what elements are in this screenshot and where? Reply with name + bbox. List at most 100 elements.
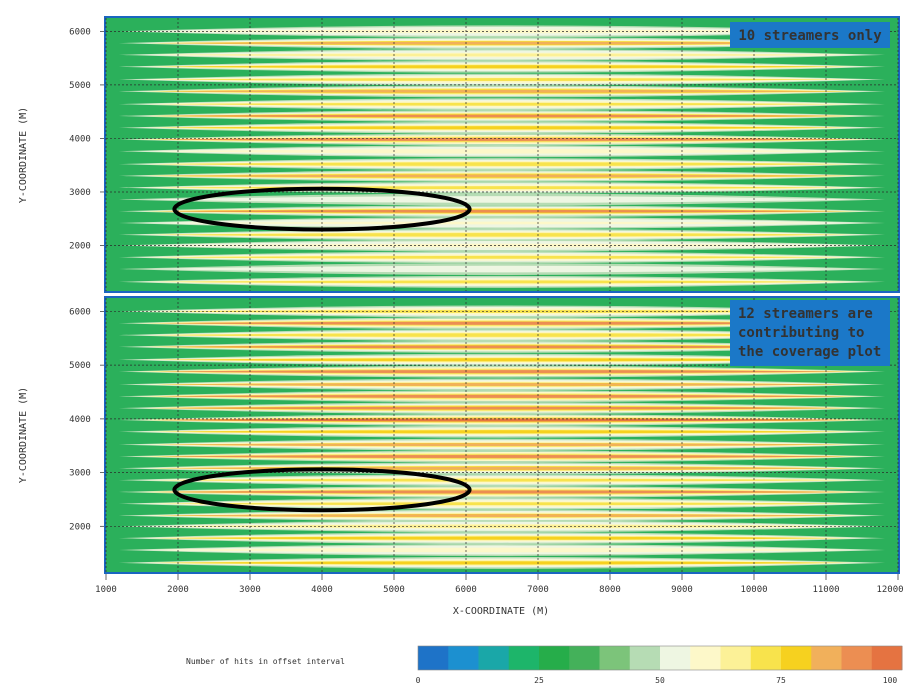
x-axis-label: X-COORDINATE (M) xyxy=(453,606,549,617)
colorbar-swatch xyxy=(811,646,842,670)
colorbar-swatch xyxy=(478,646,510,670)
x-tick-label: 5000 xyxy=(383,585,405,595)
y-tick-label: 4000 xyxy=(69,134,91,144)
coverage-band xyxy=(160,209,844,213)
bottom-y-ticks: 2000 3000 4000 5000 6000 xyxy=(69,307,104,532)
bottom-callout-box xyxy=(730,300,890,366)
heatmap-row xyxy=(118,532,886,545)
top-callout: 10 streamers only xyxy=(730,22,890,48)
heatmap-row xyxy=(118,365,886,378)
heatmap-row xyxy=(118,497,886,510)
heatmap-row xyxy=(118,275,886,288)
coverage-band xyxy=(160,78,844,81)
heatmap-row xyxy=(118,305,886,318)
colorbar-swatch xyxy=(660,646,691,670)
heatmap-row xyxy=(118,60,886,73)
bottom-callout: 12 streamers are contributing to the cover… xyxy=(730,300,890,366)
top-callout-text: 10 streamers only xyxy=(738,28,882,44)
coverage-band xyxy=(160,394,844,398)
heatmap-row xyxy=(118,169,886,182)
colorbar-swatch xyxy=(629,646,661,670)
heatmap-row xyxy=(118,474,886,487)
heatmap-row xyxy=(118,158,886,171)
coverage-band xyxy=(160,370,844,373)
coverage-band xyxy=(160,443,844,447)
callout-line: 12 streamers are xyxy=(738,306,873,322)
coverage-band xyxy=(160,233,844,237)
heatmap-row xyxy=(118,485,886,498)
y-tick-label: 6000 xyxy=(69,27,91,37)
colorbar-tick-label: 75 xyxy=(776,676,786,684)
coverage-band xyxy=(160,383,844,386)
coverage-band xyxy=(160,280,844,284)
y-tick-label: 4000 xyxy=(69,415,91,425)
coverage-band xyxy=(160,162,844,166)
coverage-band xyxy=(160,514,844,517)
colorbar-swatch xyxy=(841,646,873,670)
x-tick-label: 9000 xyxy=(671,585,693,595)
top-y-axis-label: Y-COORDINATE (M) xyxy=(18,107,29,203)
heatmap-row xyxy=(118,450,886,463)
coverage-band xyxy=(160,149,844,153)
y-tick-label: 3000 xyxy=(69,188,91,198)
heatmap-row xyxy=(118,390,886,403)
colorbar-swatch xyxy=(508,646,540,670)
highlight-ellipse xyxy=(172,467,472,513)
top-highlight-ellipse xyxy=(172,186,472,232)
coverage-band xyxy=(160,478,844,482)
top-callout-box xyxy=(730,22,890,48)
heatmap-row xyxy=(118,402,886,415)
heatmap-row xyxy=(118,353,886,366)
heatmap-row xyxy=(118,329,886,342)
heatmap-row xyxy=(118,98,886,111)
coverage-band xyxy=(160,267,844,271)
heatmap-row xyxy=(118,251,886,264)
x-tick-label: 8000 xyxy=(599,585,621,595)
colorbar-tick-label: 25 xyxy=(534,676,544,684)
coverage-band xyxy=(160,430,844,434)
bottom-panel: 2000 3000 4000 5000 6000 Y-COORDINATE (M) 12… xyxy=(18,296,900,574)
heatmap-row xyxy=(118,556,886,569)
heatmap-row xyxy=(118,543,886,556)
heatmap-row xyxy=(118,37,886,50)
y-tick-label: 5000 xyxy=(69,81,91,91)
heatmap-row xyxy=(118,48,886,61)
x-tick-label: 1000 xyxy=(95,585,117,595)
x-tick-label: 6000 xyxy=(455,585,477,595)
coverage-band xyxy=(160,490,844,494)
heatmap-row xyxy=(118,217,886,229)
heatmap-row xyxy=(118,438,886,451)
top-y-ticks: 2000 3000 4000 5000 6000 xyxy=(69,27,104,252)
coverage-band xyxy=(160,255,844,259)
coverage-band xyxy=(160,102,844,106)
x-ticks: 1000 2000 3000 4000 5000 6000 7000 8000 9000 1000… xyxy=(95,574,904,595)
colorbar-swatch xyxy=(750,646,782,670)
coverage-band xyxy=(160,536,844,540)
colorbar-swatch xyxy=(720,646,752,670)
heatmap-row xyxy=(118,509,886,522)
colorbar-swatch xyxy=(539,646,570,670)
colorbar-swatch xyxy=(418,646,449,670)
colorbar: Number of hits in offset interval 0 25 50 7… xyxy=(186,645,903,684)
coverage-band xyxy=(160,138,844,141)
coverage-band xyxy=(160,345,844,349)
top-panel: 2000 3000 4000 5000 6000 Y-COORDINATE (M) 10… xyxy=(18,16,900,293)
heatmap-row xyxy=(118,263,886,276)
coverage-band xyxy=(160,358,844,362)
bottom-y-axis-label: Y-COORDINATE (M) xyxy=(18,387,29,483)
callout-line: the coverage plot xyxy=(738,344,881,360)
coverage-band xyxy=(160,321,844,325)
x-tick-label: 3000 xyxy=(239,585,261,595)
x-tick-label: 2000 xyxy=(167,585,189,595)
coverage-band xyxy=(160,221,844,225)
heatmap-row xyxy=(118,73,886,86)
coverage-band xyxy=(160,418,844,422)
y-tick-label: 5000 xyxy=(69,361,91,371)
colorbar-swatch xyxy=(599,646,631,670)
coverage-band xyxy=(160,502,844,506)
colorbar-swatches xyxy=(417,645,903,671)
colorbar-swatch xyxy=(690,646,721,670)
heatmap-row xyxy=(118,205,886,218)
heatmap-row xyxy=(118,340,886,353)
